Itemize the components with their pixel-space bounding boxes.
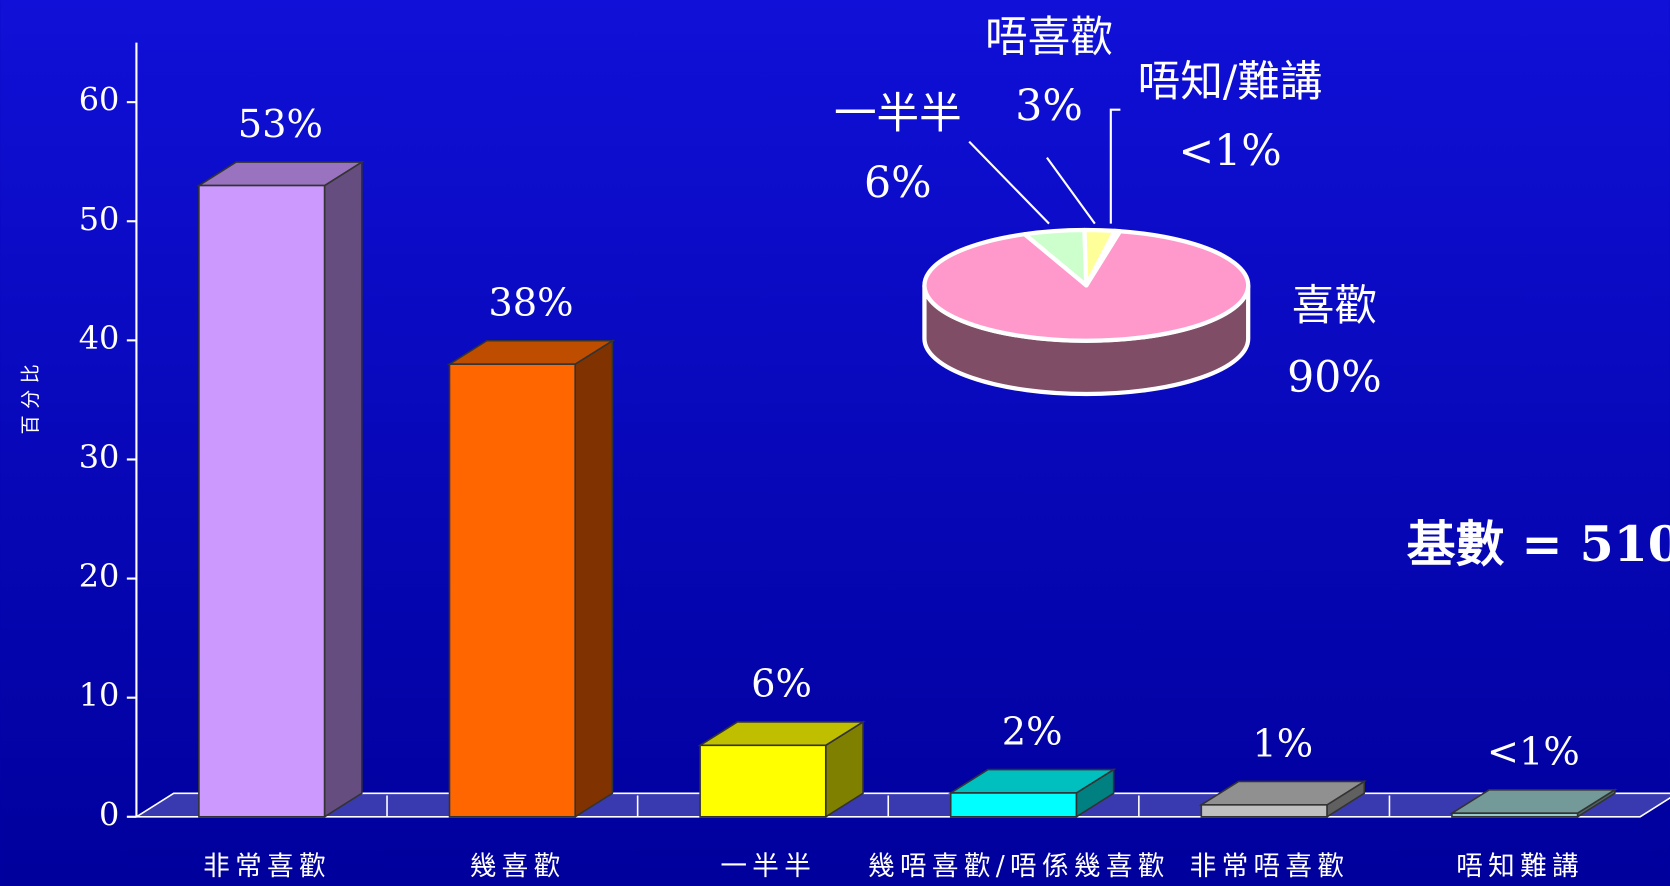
y-tick-label: 50 bbox=[79, 200, 120, 238]
bar-side bbox=[574, 339, 614, 819]
y-tick-label: 60 bbox=[79, 81, 120, 119]
x-tick-label: 非常喜歡 bbox=[203, 851, 331, 882]
value-label: 2% bbox=[1002, 709, 1063, 754]
bar bbox=[448, 363, 576, 818]
y-tick-label: 10 bbox=[79, 676, 120, 714]
value-label: 6% bbox=[751, 662, 812, 707]
bar-side bbox=[323, 160, 363, 819]
x-tick-label: 幾喜歡 bbox=[470, 851, 566, 882]
y-axis-label: 百分比 bbox=[19, 358, 42, 435]
x-tick-label: 唔知難講 bbox=[1456, 851, 1584, 882]
value-label: 1% bbox=[1252, 721, 1313, 766]
pie-value-label: <1% bbox=[1178, 126, 1281, 176]
pie-value-label: 90% bbox=[1287, 353, 1382, 403]
pie-value-label: 3% bbox=[1015, 82, 1083, 132]
bar bbox=[1200, 804, 1328, 818]
x-tick-label: 一半半 bbox=[720, 851, 816, 882]
pie-label: 一半半 bbox=[834, 89, 962, 139]
bar bbox=[699, 744, 827, 818]
bar bbox=[949, 792, 1078, 818]
pie-label: 喜歡 bbox=[1292, 281, 1377, 331]
y-tick-label: 20 bbox=[79, 557, 120, 595]
y-tick-label: 40 bbox=[79, 319, 120, 357]
value-label: <1% bbox=[1487, 730, 1580, 775]
pie-slice bbox=[1084, 228, 1123, 288]
pie-label: 唔知/難講 bbox=[1138, 57, 1323, 107]
leader-line bbox=[968, 140, 1050, 225]
x-tick-label: 非常唔喜歡 bbox=[1190, 851, 1350, 882]
value-label: 38% bbox=[488, 281, 573, 326]
pie-value-label: 6% bbox=[864, 158, 932, 208]
x-tick-label: 幾唔喜歡/唔係幾喜歡 bbox=[868, 851, 1170, 882]
y-tick-label: 30 bbox=[79, 438, 120, 476]
value-label: 53% bbox=[238, 102, 323, 147]
leader-line bbox=[1046, 156, 1096, 225]
base-note: 基數 = 510 bbox=[1407, 515, 1670, 573]
bar bbox=[198, 184, 326, 818]
leader-line bbox=[1109, 108, 1121, 224]
y-tick-label: 0 bbox=[99, 795, 119, 833]
floor bbox=[133, 792, 1670, 818]
bar bbox=[1451, 812, 1579, 818]
pie-label: 唔喜歡 bbox=[985, 12, 1113, 62]
